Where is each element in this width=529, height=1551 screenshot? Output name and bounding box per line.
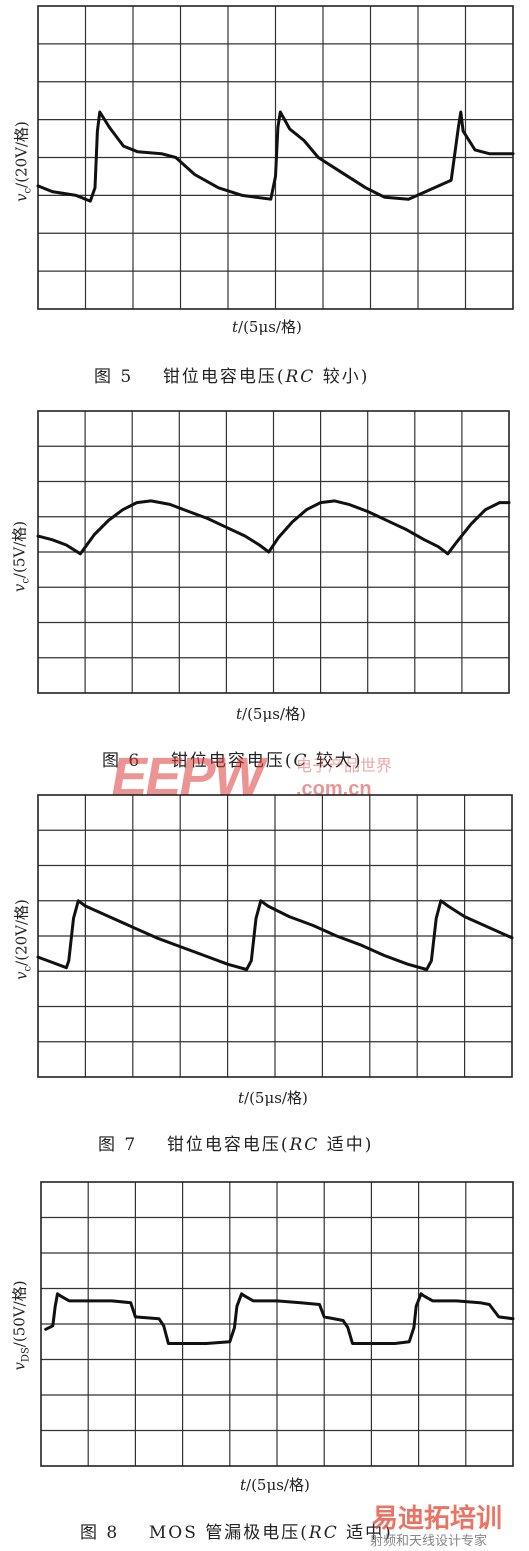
scope-frame: [37, 794, 513, 1078]
scope-plot-7: [36, 794, 514, 1078]
scope-plot-5: [36, 5, 515, 310]
eepw-watermark-tagline: 电子产品世界: [296, 756, 393, 775]
scope-plot-6: [36, 410, 511, 694]
x-axis-label-8: t/(5μs/格): [240, 1476, 310, 1494]
training-watermark-subtitle: 射频和天线设计专家: [370, 1534, 488, 1549]
x-axis-label-5: t/(5μs/格): [232, 318, 302, 336]
scope-grid: [38, 411, 509, 693]
figure-caption-8: 图 8 MOS 管漏极电压(RC 适中): [80, 1523, 393, 1543]
voltage-trace: [36, 899, 514, 971]
scope-plot-8: [40, 1181, 515, 1467]
scope-frame: [40, 1181, 514, 1467]
figure-5: vc/(20V/格) t/(5μs/格) 图 5 钳位电容电压(RC 较小): [0, 0, 529, 395]
figure-caption-7: 图 7 钳位电容电压(RC 适中): [98, 1135, 374, 1155]
x-axis-label-7: t/(5μs/格): [238, 1089, 308, 1107]
figure-6: vc/(5V/格) t/(5μs/格) 图 6 钳位电容电压(C 较大): [11, 410, 511, 771]
training-watermark-logo: 易迪拓培训: [372, 1503, 503, 1533]
figure-7: vc/(20V/格) t/(5μs/格) 图 7 钳位电容电压(RC 适中): [13, 794, 514, 1155]
voltage-trace: [36, 110, 515, 203]
scope-frame: [37, 410, 510, 694]
figure-caption-6: 图 6 钳位电容电压(C 较大): [102, 751, 363, 771]
figure-caption-5: 图 5 钳位电容电压(RC 较小): [94, 367, 370, 387]
voltage-trace: [36, 499, 511, 556]
scope-frame: [37, 5, 514, 310]
x-axis-label-6: t/(5μs/格): [236, 705, 306, 723]
voltage-trace: [44, 1292, 515, 1345]
y-axis-label-8: vDS/(50V/格): [10, 1280, 32, 1371]
scope-grid: [41, 1182, 513, 1466]
